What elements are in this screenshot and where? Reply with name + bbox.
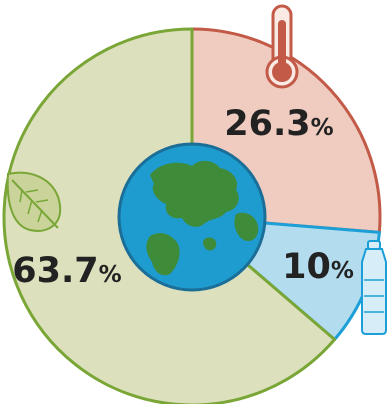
label-temperature-number: 26.3 [224,104,310,144]
globe-landmass-south [146,233,180,276]
label-water-sign: % [331,258,354,284]
globe-landmass-north [150,160,239,227]
globe-island [202,237,217,251]
globe-icon [117,142,267,292]
leaf-icon [6,171,62,232]
label-land-sign: % [99,262,122,288]
label-temperature: 26.3% [224,104,333,144]
water-bottle-icon [361,240,387,335]
label-land: 63.7% [12,251,121,291]
label-water: 10% [282,247,354,287]
label-water-number: 10 [282,247,331,287]
globe-landmass-east [234,212,259,242]
label-land-number: 63.7 [12,251,98,291]
label-temperature-sign: % [311,115,334,141]
thermometer-icon [265,4,299,89]
